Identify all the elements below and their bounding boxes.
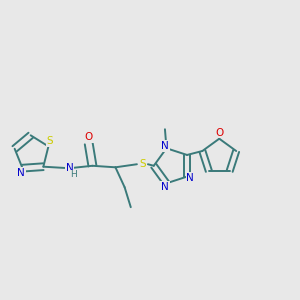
Text: O: O (216, 128, 224, 138)
Text: N: N (65, 163, 73, 172)
Text: N: N (186, 173, 194, 183)
Text: N: N (17, 168, 25, 178)
Text: H: H (70, 170, 76, 179)
Text: S: S (46, 136, 53, 146)
Text: N: N (161, 141, 169, 151)
Text: N: N (161, 182, 169, 192)
Text: O: O (85, 132, 93, 142)
Text: S: S (139, 159, 146, 169)
